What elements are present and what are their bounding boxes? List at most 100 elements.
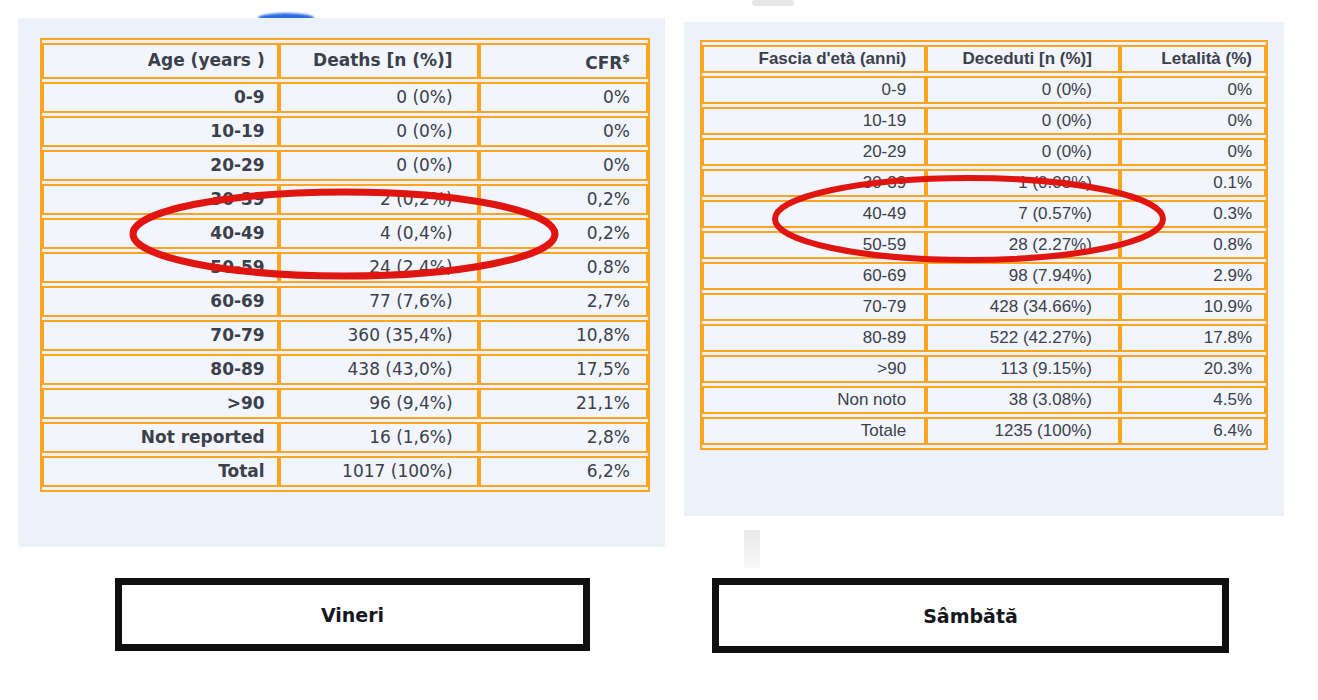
table-cell: 0% [479,116,648,147]
table-row: 50-5924 (2,4%)0,8% [42,252,648,283]
table-row: >90113 (9.15%)20.3% [702,355,1266,383]
table-cell: 10-19 [42,116,279,147]
table-cell: 0.1% [1120,169,1266,197]
table-cell: 98 (7.94%) [926,262,1120,290]
table-cell: Total [42,456,279,487]
table-cell: 38 (3.08%) [926,386,1120,414]
table-header-row: Fascia d'età (anni) Deceduti [n (%)] Let… [702,45,1266,73]
table-cell: 0% [1120,107,1266,135]
table-row: 40-494 (0,4%)0,2% [42,218,648,249]
table-row: 20-290 (0%)0% [702,138,1266,166]
table-cell: 70-79 [702,293,926,321]
table-cell: 80-89 [42,354,279,385]
table-cell: 0-9 [702,76,926,104]
table-cell: 0 (0%) [926,138,1120,166]
table-cell: 6.4% [1120,417,1266,445]
table-cell: 4.5% [1120,386,1266,414]
table-cell: 0,2% [479,218,648,249]
table-cell: 10,8% [479,320,648,351]
col-header-deceduti: Deceduti [n (%)] [926,45,1120,73]
table-cell: 21,1% [479,388,648,419]
table-cell: 28 (2.27%) [926,231,1120,259]
caption-label-vineri: Vineri [321,604,384,626]
gray-smudge-top [752,0,794,6]
table-cell: >90 [702,355,926,383]
table-cell: 0 (0%) [279,116,479,147]
table-cell: 2 (0,2%) [279,184,479,215]
table-row: 60-6998 (7.94%)2.9% [702,262,1266,290]
table-cell: 6,2% [479,456,648,487]
cfr-footnote-mark: $ [622,52,630,65]
table-cell: 1235 (100%) [926,417,1120,445]
table-row: 70-79428 (34.66%)10.9% [702,293,1266,321]
table-cell: 24 (2,4%) [279,252,479,283]
table-cell: 20.3% [1120,355,1266,383]
table-cell: 7 (0.57%) [926,200,1120,228]
table-cell: 428 (34.66%) [926,293,1120,321]
table-cell: 0.3% [1120,200,1266,228]
caption-box-sambata: Sâmbătă [712,578,1229,653]
table-cell: 4 (0,4%) [279,218,479,249]
table-cell: 0% [1120,138,1266,166]
table-row: 70-79360 (35,4%)10,8% [42,320,648,351]
table-row: 50-5928 (2.27%)0.8% [702,231,1266,259]
table-cell: 0,2% [479,184,648,215]
table-row: 30-392 (0,2%)0,2% [42,184,648,215]
table-row: 0-90 (0%)0% [42,82,648,113]
table-cell: 60-69 [42,286,279,317]
table-right-italian: Fascia d'età (anni) Deceduti [n (%)] Let… [700,40,1268,450]
gray-smudge-bottom [744,530,760,568]
table-cell: 1 (0.08%) [926,169,1120,197]
table-cell: 20-29 [702,138,926,166]
table-cell: 0% [1120,76,1266,104]
table-row: 10-190 (0%)0% [42,116,648,147]
caption-label-sambata: Sâmbătă [923,605,1018,627]
table-cell: 50-59 [702,231,926,259]
caption-box-vineri: Vineri [115,578,590,651]
table-row: >9096 (9,4%)21,1% [42,388,648,419]
col-header-age: Age (years ) [42,43,279,79]
table-cell: 1017 (100%) [279,456,479,487]
table-row: 80-89438 (43,0%)17,5% [42,354,648,385]
table-cell: 360 (35,4%) [279,320,479,351]
col-header-letalita: Letalità (%) [1120,45,1266,73]
table-cell: 2,7% [479,286,648,317]
table-cell: 10-19 [702,107,926,135]
table-cell: >90 [42,388,279,419]
table-cell: 20-29 [42,150,279,181]
table-cell: 96 (9,4%) [279,388,479,419]
table-row: Totale1235 (100%)6.4% [702,417,1266,445]
table-cell: 113 (9.15%) [926,355,1120,383]
table-row: 80-89522 (42.27%)17.8% [702,324,1266,352]
table-cell: 2.9% [1120,262,1266,290]
table-cell: 30-39 [702,169,926,197]
table-row: 60-6977 (7,6%)2,7% [42,286,648,317]
table-cell: 0 (0%) [279,150,479,181]
table-row: 10-190 (0%)0% [702,107,1266,135]
table-cell: 16 (1,6%) [279,422,479,453]
figure-comparison: Age (years ) Deaths [n (%)] CFR$ 0-90 (0… [0,0,1318,700]
table-row: 0-90 (0%)0% [702,76,1266,104]
table-cell: 0-9 [42,82,279,113]
table-cell: 0% [479,150,648,181]
table-cell: 77 (7,6%) [279,286,479,317]
table-cell: 438 (43,0%) [279,354,479,385]
table-cell: 522 (42.27%) [926,324,1120,352]
table-row: 30-391 (0.08%)0.1% [702,169,1266,197]
table-cell: Totale [702,417,926,445]
table-cell: 0.8% [1120,231,1266,259]
table-cell: 30-39 [42,184,279,215]
table-header-row: Age (years ) Deaths [n (%)] CFR$ [42,43,648,79]
table-row: Total1017 (100%)6,2% [42,456,648,487]
table-row: Non noto38 (3.08%)4.5% [702,386,1266,414]
table-cell: Non noto [702,386,926,414]
table-cell: 17,5% [479,354,648,385]
table-cell: 0% [479,82,648,113]
table-cell: 0 (0%) [279,82,479,113]
table-left-english: Age (years ) Deaths [n (%)] CFR$ 0-90 (0… [40,38,650,492]
table-cell: 10.9% [1120,293,1266,321]
table-cell: 80-89 [702,324,926,352]
table-cell: 0 (0%) [926,76,1120,104]
table-cell: 17.8% [1120,324,1266,352]
table-cell: 0 (0%) [926,107,1120,135]
